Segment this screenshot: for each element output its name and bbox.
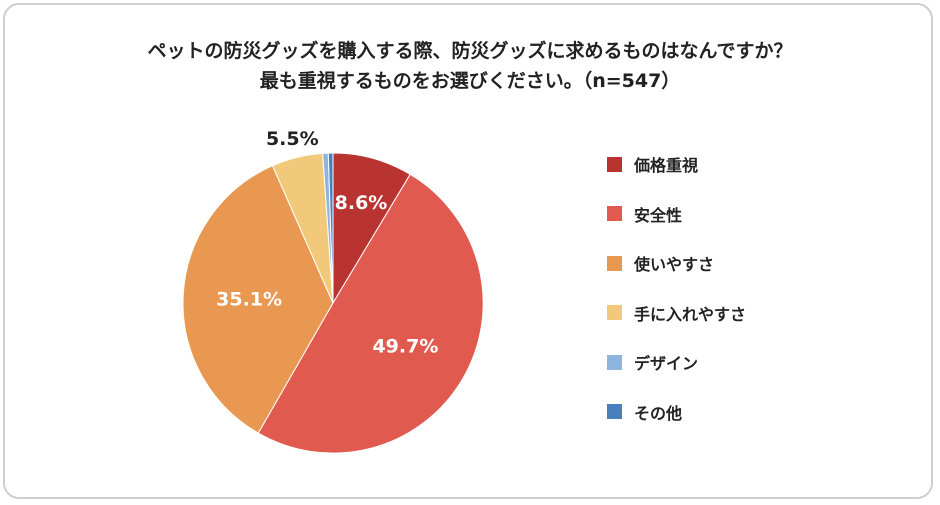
legend-item-4: 手に入れやすさ (607, 301, 746, 325)
legend-swatch (607, 404, 622, 419)
legend-item-3: 使いやすさ (607, 251, 746, 275)
legend-item-5: デザイン (607, 350, 746, 374)
pie-label-2: 49.7% (372, 336, 438, 358)
legend-item-1: 価格重視 (607, 152, 746, 176)
chart-legend: 価格重視安全性使いやすさ手に入れやすさ デザインその他 (607, 152, 746, 449)
legend-label: その他 (634, 403, 683, 423)
legend-label: 使いやすさ (634, 255, 715, 274)
legend-swatch (607, 255, 622, 271)
legend-swatch (607, 354, 622, 370)
chart-title: ペットの防災グッズを購入する際、防災グッズに求めるものはなんですか？ 最も重視す… (0, 36, 940, 96)
legend-swatch (607, 156, 622, 172)
legend-label: デザイン (634, 354, 699, 373)
pie-label-1: 8.6% (335, 192, 388, 214)
pie-slice-3 (182, 165, 334, 434)
pie-slice-6 (327, 152, 334, 304)
chart-title-line-2: 最も重視するものをお選びください。（n=547） (259, 70, 681, 92)
chart-title-line-1: ペットの防災グッズを購入する際、防災グッズに求めるものはなんですか？ (147, 40, 793, 62)
legend-item-2: 安全性 (607, 202, 746, 226)
pie-label-4: 5.5% (266, 128, 319, 150)
legend-label: 手に入れやすさ (634, 304, 747, 324)
pie-slice-2 (257, 173, 484, 454)
legend-label: 安全性 (634, 205, 683, 225)
pie-label-3: 35.1% (216, 289, 282, 311)
legend-label: 価格重視 (634, 156, 699, 175)
legend-swatch (607, 305, 622, 320)
legend-swatch (607, 206, 622, 221)
legend-item-6: その他 (607, 400, 746, 424)
